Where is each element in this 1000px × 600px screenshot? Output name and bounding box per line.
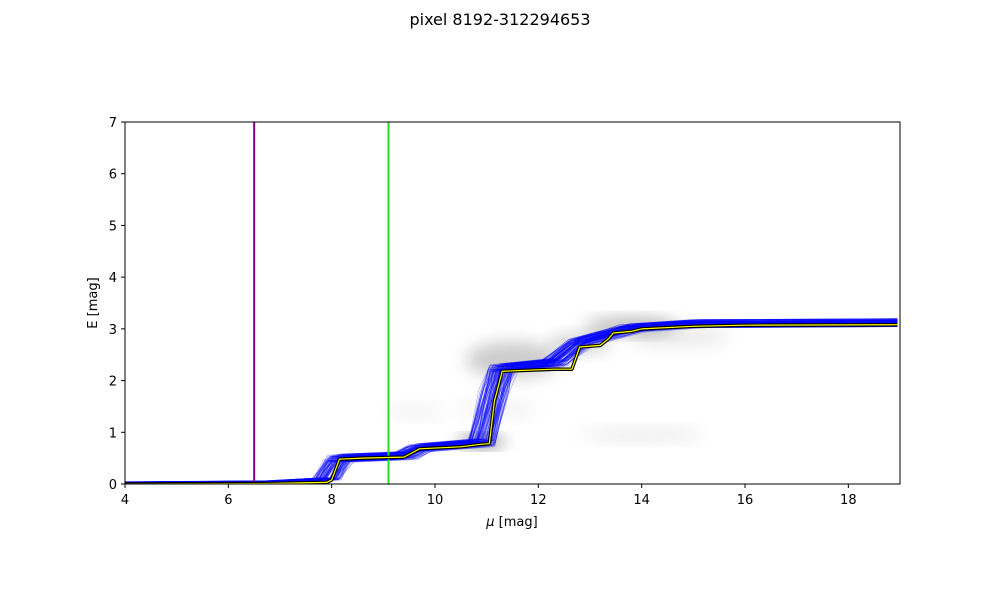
sample-line [125, 319, 898, 483]
y-tick-label: 6 [109, 168, 117, 183]
x-tick-label: 8 [328, 493, 336, 508]
sample-line [125, 320, 898, 483]
sample-line [125, 320, 898, 483]
x-tick-label: 4 [121, 493, 129, 508]
sample-line [125, 324, 898, 484]
sample-line [125, 321, 898, 483]
sample-line [125, 322, 898, 484]
sample-line [125, 321, 898, 484]
y-tick-label: 7 [109, 116, 117, 131]
density-blob [383, 405, 446, 418]
sample-line [125, 318, 898, 483]
y-tick-label: 3 [109, 323, 117, 338]
sample-line [125, 319, 898, 483]
sample-line [125, 324, 898, 484]
sample-line [125, 321, 898, 484]
sample-line [125, 321, 898, 484]
chart-title: pixel 8192-312294653 [409, 10, 591, 29]
sample-line [125, 321, 898, 483]
y-tick-label: 2 [109, 375, 117, 390]
y-tick-label: 4 [109, 271, 117, 286]
sample-line [125, 321, 898, 483]
x-tick-label: 14 [633, 493, 650, 508]
sample-line [125, 321, 898, 483]
sample-line [125, 324, 898, 484]
sample-line [125, 323, 898, 484]
sample-line [125, 321, 898, 484]
sample-line [125, 319, 898, 483]
sample-line [125, 325, 898, 484]
sample-line [125, 319, 898, 483]
sample-line [125, 322, 898, 484]
sample-line [125, 319, 898, 483]
sample-line [125, 326, 898, 484]
sample-line [125, 320, 898, 483]
y-axis-label: E [mag] [86, 277, 101, 328]
sample-line [125, 319, 898, 483]
sample-line [125, 320, 898, 483]
x-tick-label: 18 [840, 493, 857, 508]
sample-line [125, 322, 898, 484]
sample-line [125, 320, 898, 483]
sample-line [125, 326, 898, 484]
sample-line [125, 320, 898, 483]
sample-line [125, 318, 898, 483]
sample-line [125, 319, 898, 483]
sample-line [125, 321, 898, 483]
density-layer [383, 318, 730, 447]
sample-line [125, 321, 898, 483]
plot-frame [124, 121, 901, 485]
y-axis: 0 1 2 3 4 5 6 7 [109, 116, 125, 493]
x-axis-label: μ [mag] [485, 515, 537, 530]
sample-line [125, 319, 898, 483]
sample-line [125, 318, 898, 483]
sample-line [125, 320, 898, 483]
sample-line [125, 318, 898, 483]
y-tick-label: 1 [109, 426, 117, 441]
density-blob [626, 326, 730, 347]
sample-line [125, 326, 898, 484]
x-tick-label: 12 [530, 493, 547, 508]
sample-line [125, 318, 898, 482]
x-tick-label: 6 [224, 493, 232, 508]
x-tick-label: 10 [427, 493, 444, 508]
sample-line [125, 325, 898, 484]
sample-line [125, 320, 898, 483]
sample-line [125, 320, 898, 483]
y-tick-label: 0 [109, 478, 117, 493]
x-axis: 4 6 8 10 12 14 16 18 [121, 484, 857, 508]
x-axis-label-symbol: μ [485, 515, 494, 530]
best-fit-layer [125, 322, 898, 484]
vertical-lines [253, 122, 390, 484]
y-tick-label: 5 [109, 219, 117, 234]
sample-line [125, 324, 898, 484]
sample-line [125, 321, 898, 483]
sample-line [125, 321, 898, 483]
sample-line [125, 322, 898, 484]
density-blob [579, 428, 704, 442]
sample-line [125, 324, 898, 484]
density-blob [548, 334, 611, 353]
sample-line [125, 318, 898, 483]
sample-line [125, 320, 898, 483]
sample-line [125, 318, 898, 483]
sample-line [125, 320, 898, 483]
best-fit-line [125, 324, 898, 484]
sample-line [125, 323, 898, 484]
density-blob [455, 401, 539, 417]
sample-line [125, 319, 898, 483]
sample-line [125, 319, 898, 483]
sample-line [125, 326, 898, 484]
sample-line [125, 319, 898, 483]
x-tick-label: 16 [737, 493, 754, 508]
sample-line [125, 322, 898, 484]
sample-line [125, 322, 898, 484]
x-axis-label-unit: [mag] [495, 515, 538, 530]
